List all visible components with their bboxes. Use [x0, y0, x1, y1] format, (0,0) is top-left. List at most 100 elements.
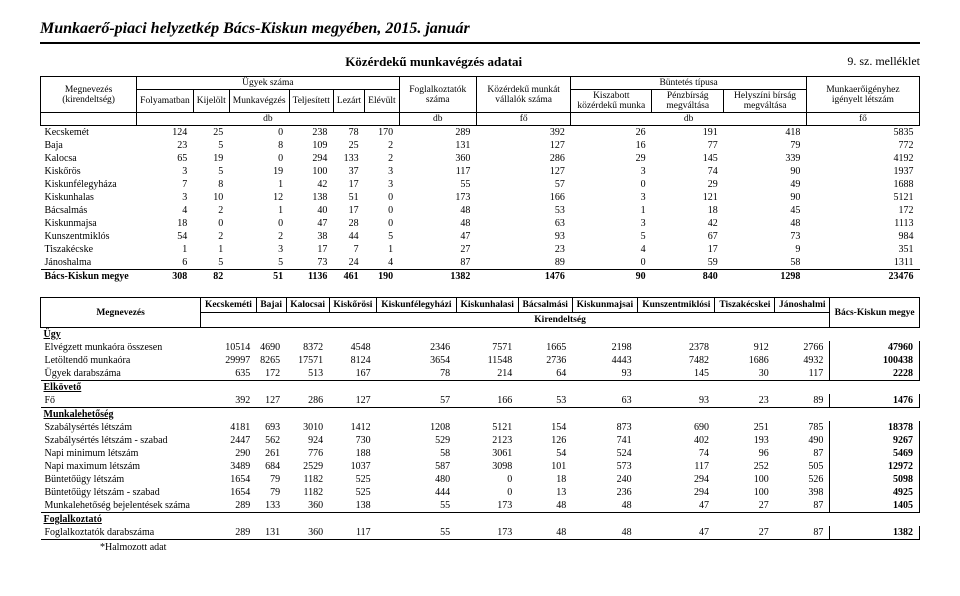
cell: 77: [652, 139, 724, 152]
cell: 79: [256, 486, 286, 499]
cell: 339: [724, 152, 807, 165]
cell: 55: [399, 178, 476, 191]
cell: 47960: [830, 341, 920, 354]
cell: 65: [137, 152, 194, 165]
cell: 214: [456, 367, 518, 381]
cell: 5121: [806, 191, 919, 204]
cell: 145: [652, 152, 724, 165]
cell: 101: [518, 460, 572, 473]
cell: 741: [572, 434, 637, 447]
row-name: Kalocsa: [41, 152, 137, 165]
cell: 587: [377, 460, 457, 473]
t2-col-header: Kalocsai: [286, 298, 329, 313]
cell: 693: [256, 421, 286, 434]
cell: 48: [724, 217, 807, 230]
cell: 252: [715, 460, 775, 473]
cell: 96: [715, 447, 775, 460]
cell: 79: [256, 473, 286, 486]
t2-col-header: Kiskunhalasi: [456, 298, 518, 313]
cell: 294: [638, 473, 715, 486]
cell: 93: [638, 394, 715, 408]
section-header: Munkalehetőség: [41, 408, 920, 422]
table-row: Bácsalmás42140170485311845172: [41, 204, 920, 217]
cell: 524: [572, 447, 637, 460]
row-name: Tiszakécske: [41, 243, 137, 256]
cell: 7571: [456, 341, 518, 354]
cell: 13: [518, 486, 572, 499]
table-row: Napi minimum létszám29026177618858306154…: [41, 447, 920, 460]
row-name: Kiskunfélegyháza: [41, 178, 137, 191]
cell: 240: [572, 473, 637, 486]
cell: 54: [137, 230, 194, 243]
cell: 48: [572, 499, 637, 513]
table-row: Kiskunhalas310121385101731663121905121: [41, 191, 920, 204]
cell: 1688: [806, 178, 919, 191]
table-row: Kiskunfélegyháza781421735557029491688: [41, 178, 920, 191]
cell: 87: [399, 256, 476, 270]
cell: 8124: [329, 354, 376, 367]
cell: 18: [652, 204, 724, 217]
cell: 121: [652, 191, 724, 204]
cell: 289: [201, 526, 257, 540]
cell: 2378: [638, 341, 715, 354]
cell: 27: [715, 526, 775, 540]
cell: 0: [229, 217, 289, 230]
table-row: Büntetőügy létszám1654791182525480018240…: [41, 473, 920, 486]
cell: 17: [333, 204, 364, 217]
t2-col-header: Kunszentmiklósi: [638, 298, 715, 313]
t2-col-header: Tiszakécskei: [715, 298, 775, 313]
cell: 0: [365, 191, 399, 204]
cell: 40: [289, 204, 333, 217]
t1-unit-blank: [41, 113, 137, 126]
table-row: Ügyek darabszáma635172513167782146493145…: [41, 367, 920, 381]
cell: 26: [571, 126, 652, 140]
cell: 924: [286, 434, 329, 447]
table-row: Letöltendő munkaóra299978265175718124365…: [41, 354, 920, 367]
cell: 10: [193, 191, 229, 204]
cell: 170: [365, 126, 399, 140]
row-name: Baja: [41, 139, 137, 152]
table-row: Büntetőügy létszám - szabad1654791182525…: [41, 486, 920, 499]
cell: 37: [333, 165, 364, 178]
row-name: Kiskunhalas: [41, 191, 137, 204]
t1-h-buntetes: Büntetés típusa: [571, 77, 806, 90]
cell: 4181: [201, 421, 257, 434]
cell: 19: [193, 152, 229, 165]
cell: 55: [377, 499, 457, 513]
cell: 1182: [286, 473, 329, 486]
cell: 5469: [830, 447, 920, 460]
footnote: *Halmozott adat: [40, 542, 920, 553]
row-name: Bácsalmás: [41, 204, 137, 217]
cell: 42: [652, 217, 724, 230]
cell: 54: [518, 447, 572, 460]
cell: 513: [286, 367, 329, 381]
cell: 8: [193, 178, 229, 191]
cell: 490: [775, 434, 830, 447]
cell: 173: [399, 191, 476, 204]
t1-unit-fo2: fő: [806, 113, 919, 126]
cell: 47: [289, 217, 333, 230]
cell: 785: [775, 421, 830, 434]
cell: 188: [329, 447, 376, 460]
cell: 873: [572, 421, 637, 434]
t1-h-kozerdeku: Közérdekű munkát vállalók száma: [476, 77, 571, 113]
cell: 0: [365, 204, 399, 217]
cell: 402: [638, 434, 715, 447]
cell: 3654: [377, 354, 457, 367]
cell: 154: [518, 421, 572, 434]
cell: 2766: [775, 341, 830, 354]
cell: 78: [377, 367, 457, 381]
cell: 1311: [806, 256, 919, 270]
cell: 3: [571, 191, 652, 204]
cell: 2529: [286, 460, 329, 473]
cell: 17: [333, 178, 364, 191]
cell: 294: [638, 486, 715, 499]
cell: 2123: [456, 434, 518, 447]
cell: 5: [229, 256, 289, 270]
t1-bh-2: Helyszíni bírság megváltása: [724, 90, 807, 113]
cell: 1: [193, 243, 229, 256]
cell: 166: [456, 394, 518, 408]
cell: 505: [775, 460, 830, 473]
cell: 131: [399, 139, 476, 152]
cell: 2: [193, 230, 229, 243]
